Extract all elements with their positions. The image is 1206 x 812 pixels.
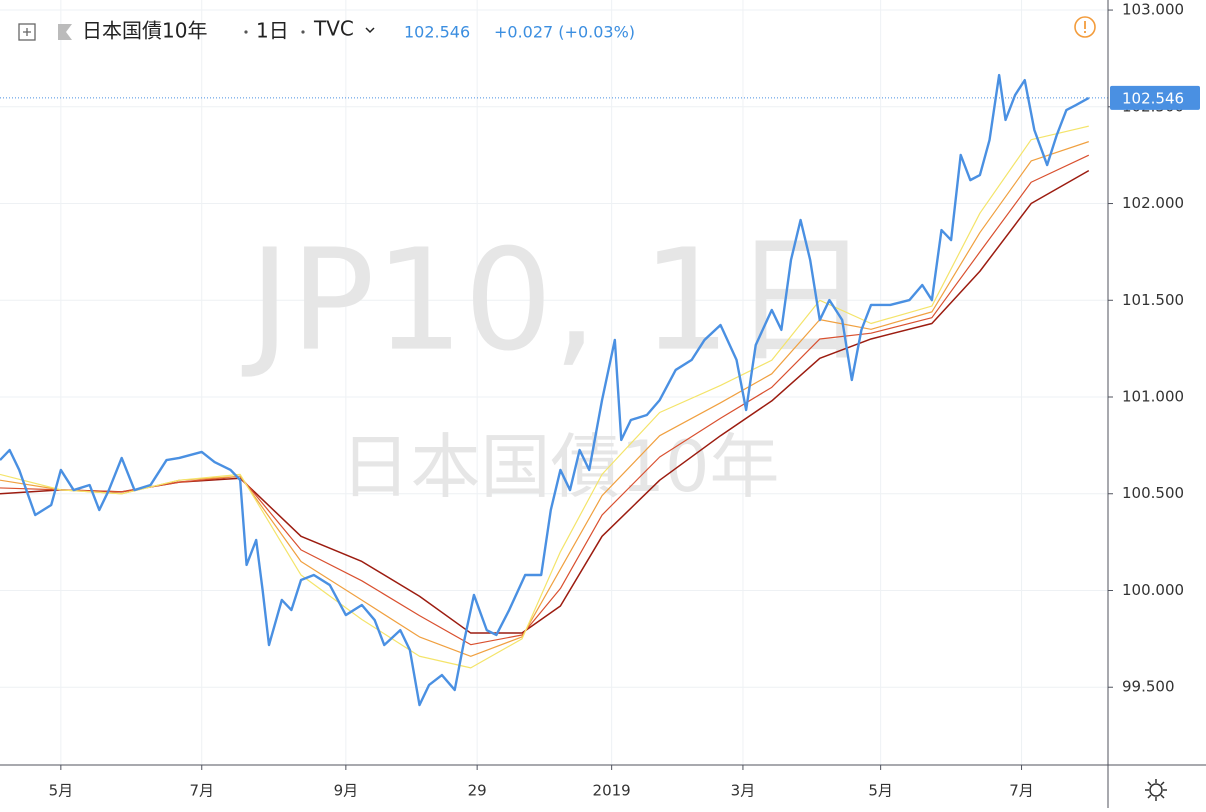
axes: 99.500 100.000 100.500 101.000 101.500 102.00…	[49, 1, 1200, 800]
expand-icon[interactable]	[18, 23, 36, 41]
header: 日本国債10年 1日 TVC 102.546 +0.027 (+0.03%)	[18, 16, 1096, 43]
series-line	[0, 125, 1089, 669]
symbol-title: 日本国債10年	[82, 19, 207, 43]
x-tick-label: 5月	[868, 782, 893, 800]
settings-icon[interactable]	[1145, 779, 1167, 801]
y-tick-label: 102.000	[1122, 194, 1184, 212]
y-tick-label: 103.000	[1122, 1, 1184, 19]
y-tick-label: 101.500	[1122, 291, 1184, 309]
plot	[0, 73, 1108, 707]
watermark-subtitle: 日本国債10年	[340, 426, 779, 508]
last-price: 102.546	[404, 23, 470, 42]
interval: 1日	[256, 19, 289, 43]
series-line	[0, 141, 1089, 657]
last-price-tag	[1110, 85, 1200, 110]
separator	[244, 30, 248, 34]
x-tick-label: 29	[468, 782, 487, 800]
series-line	[0, 154, 1090, 646]
last-price-label: 102.546	[1122, 89, 1184, 107]
expand-icon-plus	[23, 28, 31, 36]
series-line	[0, 73, 1090, 707]
x-tick-label: 9月	[334, 782, 359, 800]
x-tick-label: 2019	[593, 782, 631, 800]
y-tick-label: 101.000	[1122, 388, 1184, 406]
watermark: JP10, 1日	[241, 220, 871, 383]
gear	[1149, 783, 1163, 797]
gear-teeth	[1145, 779, 1167, 801]
y-tick-label: 100.500	[1122, 484, 1184, 502]
x-tick-label: 3月	[731, 782, 756, 800]
y-tick-label: 100.000	[1122, 581, 1184, 599]
x-tick-label: 7月	[1009, 782, 1034, 800]
flag-icon[interactable]	[58, 24, 72, 40]
x-tick-label: 7月	[189, 782, 214, 800]
series-line	[0, 169, 1090, 634]
dropdown-icon[interactable]	[365, 27, 375, 34]
x-tick-label: 5月	[49, 782, 74, 800]
y-tick-label: 99.500	[1122, 678, 1175, 696]
source: TVC	[313, 17, 354, 41]
alert-icon[interactable]	[1074, 16, 1096, 38]
price-change: +0.027 (+0.03%)	[494, 23, 635, 42]
separator	[301, 30, 305, 34]
